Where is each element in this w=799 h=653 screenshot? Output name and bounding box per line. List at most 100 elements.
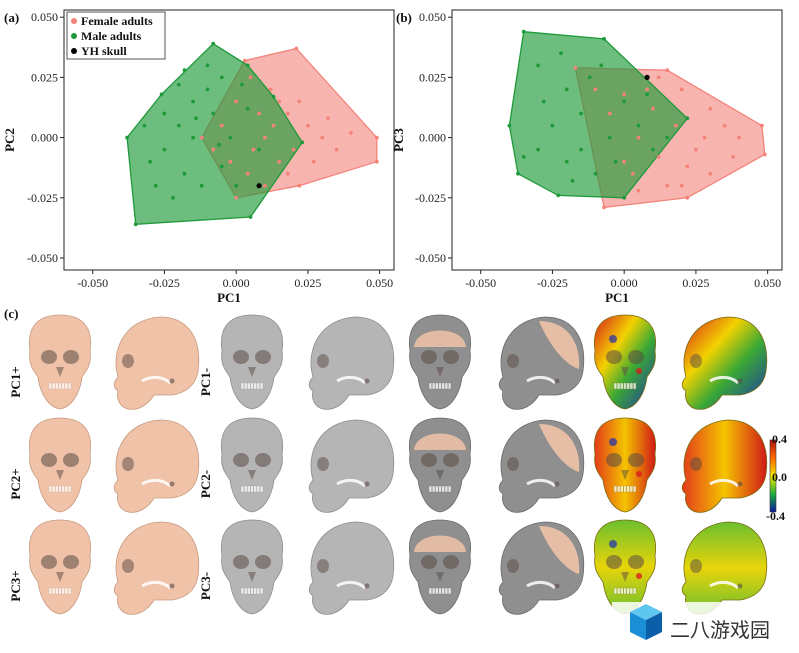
skull-front-outline [408,519,472,615]
point-female-adults [334,147,339,152]
colorbar-mid: 0.0 [772,470,787,484]
tooth [444,485,448,493]
nasal-aperture [621,572,629,582]
point-yh-skull [644,74,650,80]
point-male-adults [133,222,138,227]
point-male-adults [613,159,618,164]
point-female-adults [651,106,655,111]
tooth [55,382,59,390]
tooth [620,382,624,390]
tooth [247,382,251,390]
x-tick-label: 0.000 [611,276,638,290]
orbit-left [41,453,57,467]
point-female-adults [285,171,290,176]
point-male-adults [182,68,187,73]
tooth [256,587,260,595]
x-tick-label: -0.025 [149,276,180,290]
orbit-right [443,555,459,569]
nasal-aperture [621,367,629,377]
tooth [444,587,448,595]
orbit-side [507,354,519,368]
tooth [441,485,445,493]
zygomatic-arch [336,580,367,590]
legend-female: Female adults [81,14,153,28]
x-axis-title-a: PC1 [217,290,241,305]
point-male-adults [300,140,305,145]
tooth [613,485,617,493]
skull-front-outline [593,314,657,410]
watermark-cube-left [630,612,646,640]
orbit-side [317,457,329,471]
point-female-adults [702,135,707,140]
point-male-adults [645,92,649,97]
skull-side-view [681,316,768,410]
point-male-adults [148,159,153,164]
zygomatic-arch [141,375,172,385]
tooth [68,382,72,390]
skull-front-outline [28,314,92,410]
x-tick-label: -0.050 [465,276,496,290]
skull-side-outline [308,316,395,410]
point-male-adults [191,135,196,140]
nasal-aperture [436,572,444,582]
skull-front-view [593,519,657,615]
tooth [448,587,452,595]
row-label-pc2-plus: PC2+ [8,468,23,499]
ear-canal [364,481,370,487]
colorbar-min: -0.4 [766,509,785,523]
point-female-adults [263,183,267,188]
tooth [244,587,248,595]
tooth [629,485,633,493]
ear-canal [364,583,370,589]
orbit-side [317,559,329,573]
skull-front-view [593,314,657,410]
legend: Female adults Male adults YH skull [66,11,166,60]
point-female-adults [294,46,299,51]
orbit-right [63,555,79,569]
point-female-adults [245,171,250,176]
point-female-adults [326,116,330,121]
ear-canal [364,378,370,384]
x-tick-label: 0.050 [754,276,781,290]
tooth [613,587,617,595]
point-female-adults [694,147,698,152]
nasal-aperture [621,470,629,480]
tooth [55,485,59,493]
tooth [260,587,264,595]
tooth [620,587,624,595]
point-male-adults [564,159,569,164]
point-male-adults [507,123,512,128]
point-female-adults [656,155,661,159]
orbit-left [421,555,437,569]
point-female-adults [242,58,247,63]
tooth [240,485,244,493]
skull-side-outline [681,521,768,615]
x-tick-label: 0.050 [366,276,393,290]
orbit-right [628,350,644,364]
point-female-adults [665,68,670,73]
nasal-aperture [248,572,256,582]
y-tick-label: -0.050 [415,251,446,265]
point-male-adults [570,179,575,183]
panel-a-scatter: (a) -0.050 -0.025 0.000 0.025 0.050 0.050 0.0… [2,9,395,305]
y-tick-label: -0.025 [27,191,58,205]
overlay-patch [414,535,466,552]
skull-front-view [220,314,284,410]
point-male-adults [556,193,561,198]
tooth [64,587,68,595]
hull-male-adults [508,30,689,199]
tooth [55,587,59,595]
tooth [240,587,244,595]
point-male-adults [599,63,604,68]
nasal-aperture [436,470,444,480]
tooth [444,382,448,390]
zygomatic-arch [336,478,367,488]
skull-front-outline [220,519,284,615]
point-male-adults [622,195,627,200]
skull-side-outline [113,419,200,513]
ear-canal [169,583,175,589]
tooth [240,382,244,390]
zygomatic-arch [709,478,740,488]
skull-side-outline [113,316,200,410]
point-male-adults [245,106,250,111]
